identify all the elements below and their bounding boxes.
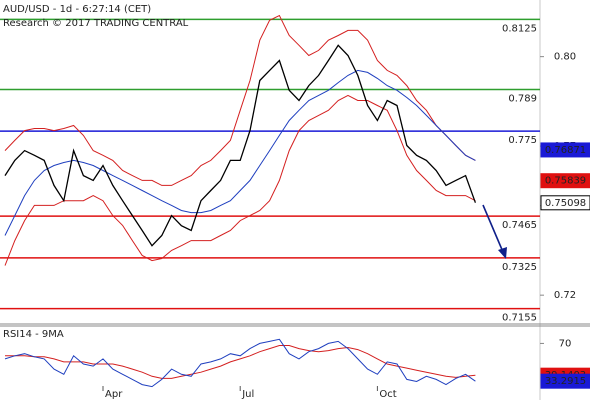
level-label: 0.8125: [502, 23, 537, 34]
price-label: 33.2915: [545, 376, 586, 387]
chart-title: AUD/USD - 1d - 6:27:14 (CET): [3, 4, 151, 15]
plot-layer: [0, 14, 540, 388]
y-tick-label: 0.72: [554, 290, 576, 301]
series-line: [4, 94, 476, 266]
forecast-arrowhead: [498, 247, 507, 259]
y-tick-label: 70: [559, 338, 572, 349]
y-tick-label: 0.80: [554, 52, 576, 63]
forecast-arrow: [482, 204, 504, 253]
series-line: [4, 44, 477, 247]
price-label: 0.76871: [545, 145, 586, 156]
series-line: [5, 345, 476, 379]
level-label: 0.789: [508, 93, 537, 104]
price-label-box: [540, 373, 590, 389]
price-label: 0.75839: [545, 176, 586, 187]
x-tick-label: Apr: [105, 389, 123, 400]
series-line: [4, 69, 476, 236]
x-tick-label: Oct: [379, 389, 396, 400]
price-label-box: [540, 195, 590, 211]
price-label: 0.75098: [545, 198, 586, 209]
level-label: 0.7465: [502, 220, 537, 231]
series-line: [4, 14, 476, 186]
series-line: [4, 338, 476, 388]
price-label-box: [540, 173, 590, 189]
level-label: 0.7325: [502, 262, 537, 273]
level-label: 0.7155: [502, 313, 537, 324]
level-label: 0.775: [508, 135, 537, 146]
rsi-title: RSI14 - 9MA: [3, 329, 64, 340]
chart-subtitle: Research © 2017 TRADING CENTRAL: [3, 18, 189, 29]
x-tick-label: Jul: [241, 389, 254, 400]
price-label-box: [540, 142, 590, 158]
